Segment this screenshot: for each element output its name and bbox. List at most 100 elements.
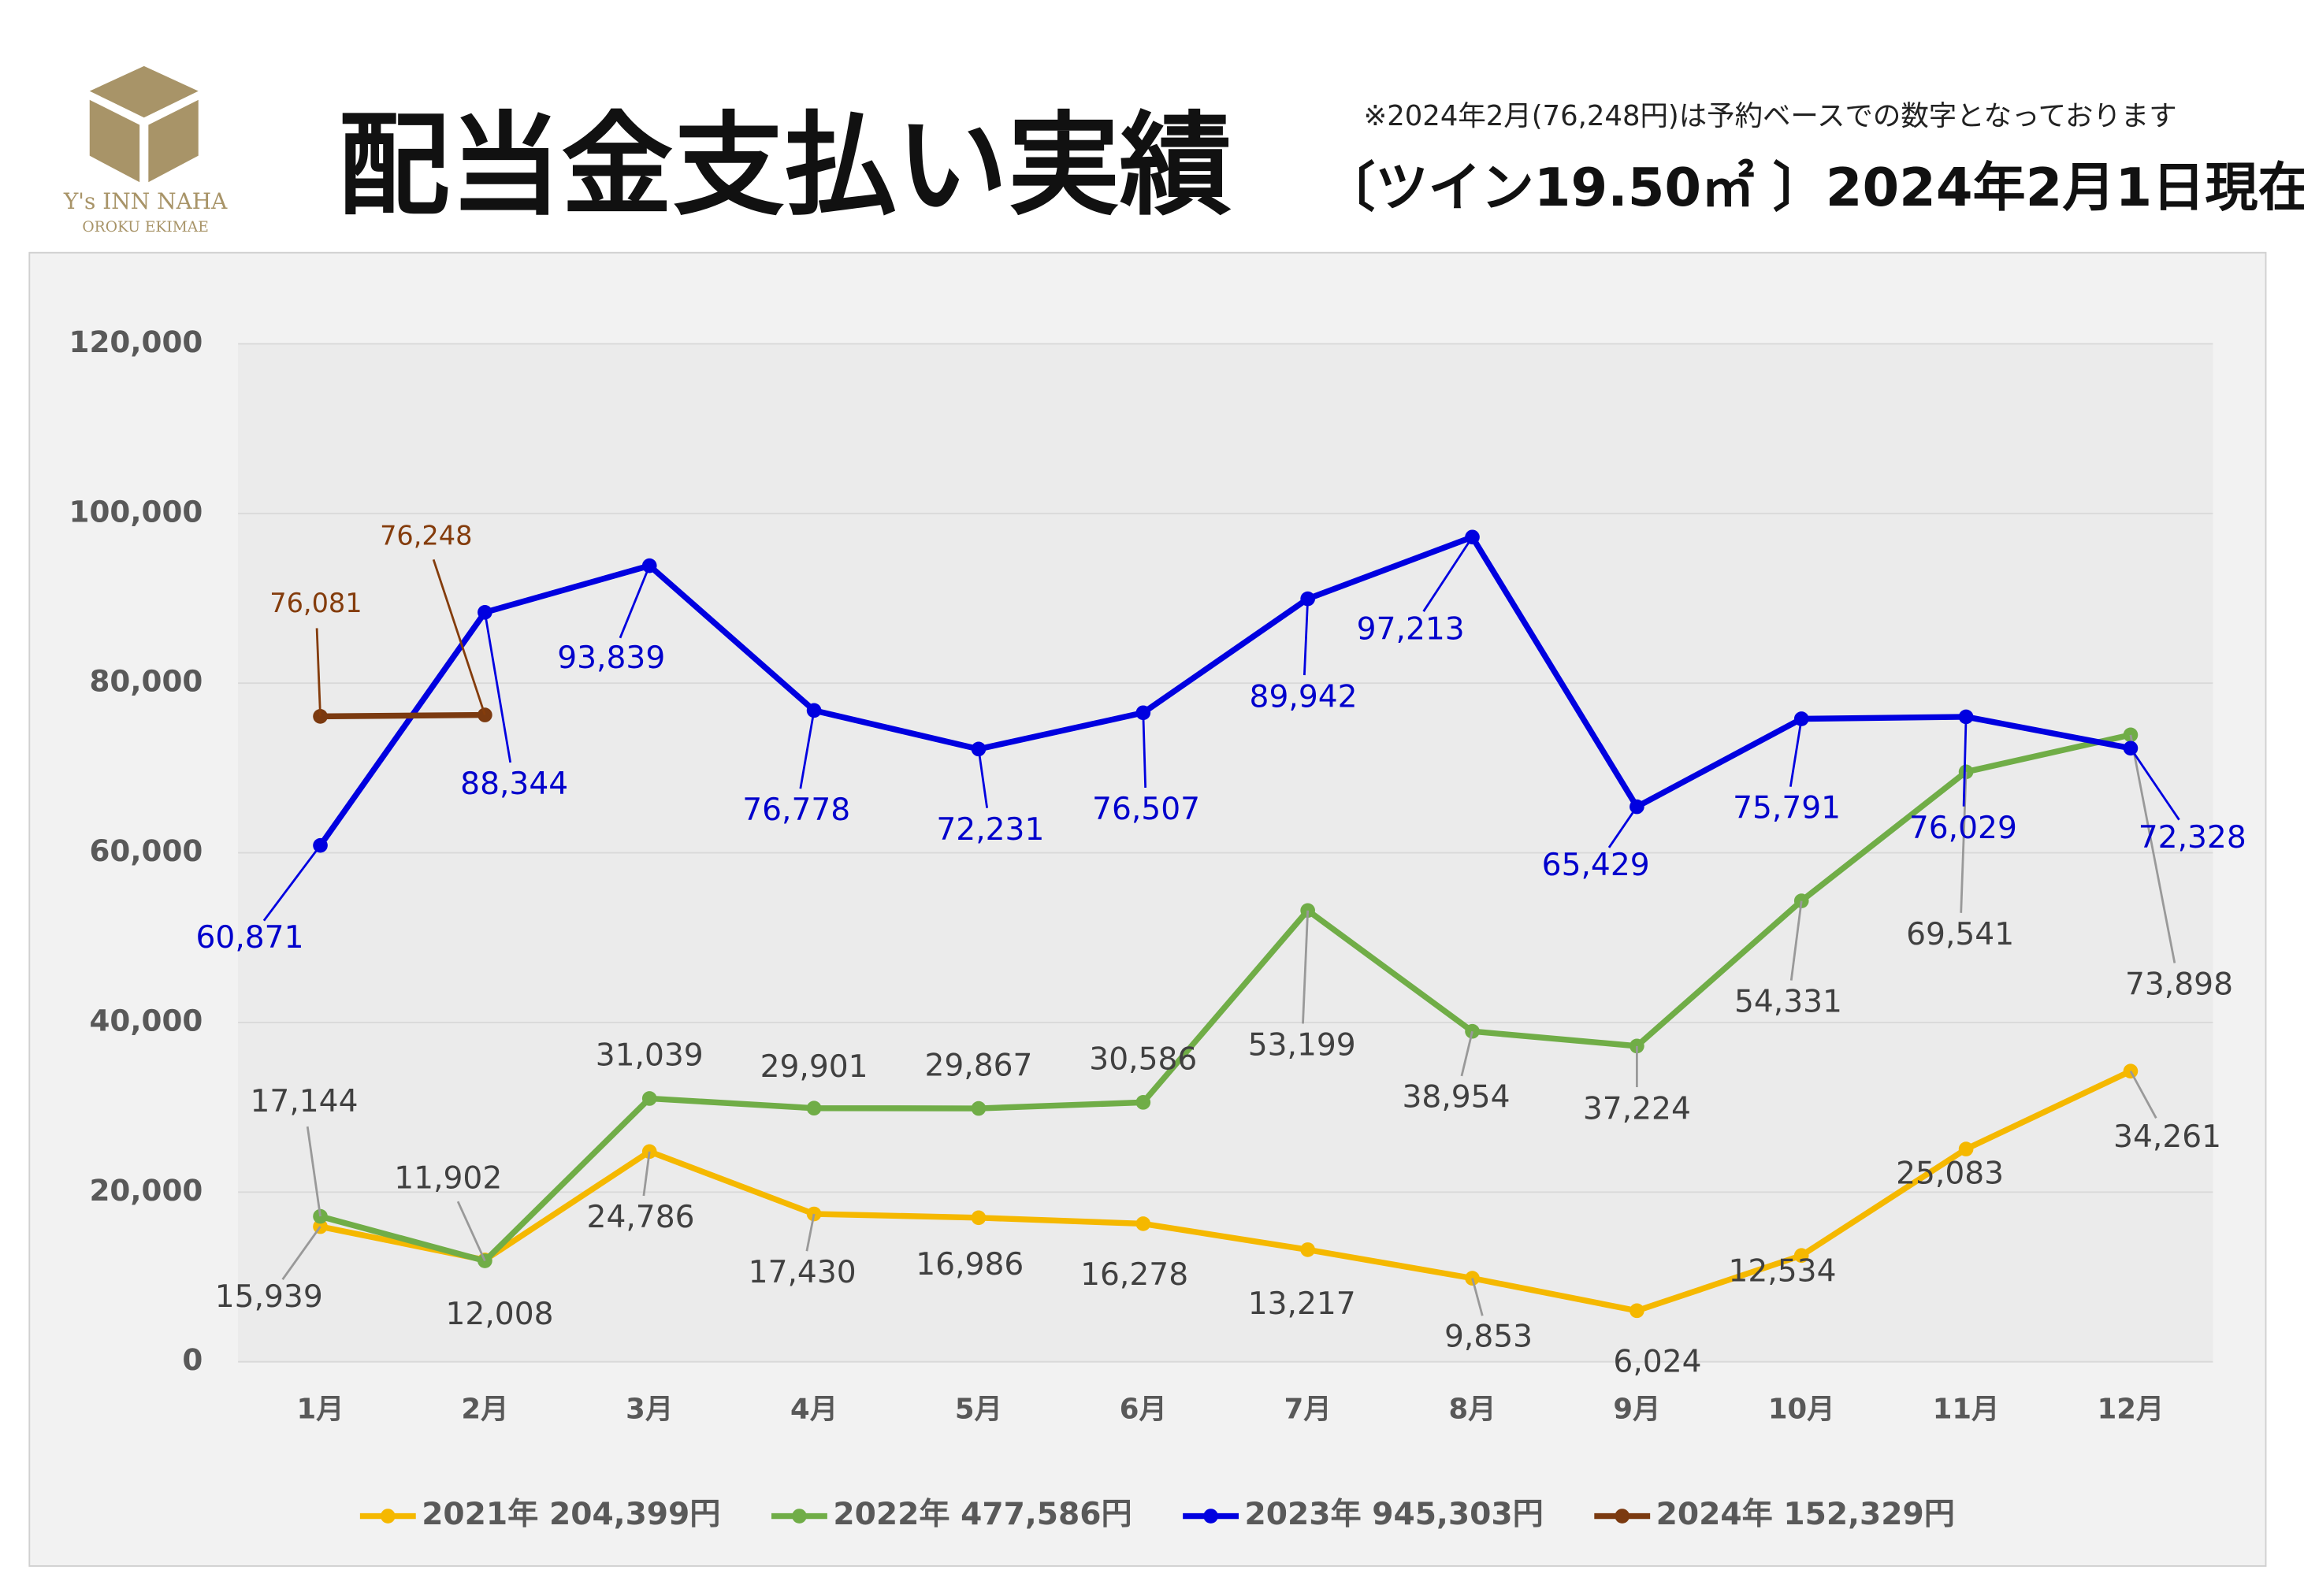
data-label: 12,008 <box>446 1297 554 1332</box>
data-label: 6,024 <box>1613 1344 1701 1379</box>
x-tick-label: 6月 <box>1120 1393 1167 1425</box>
data-point <box>2123 1063 2139 1079</box>
data-point <box>1630 1303 1644 1319</box>
note: ※2024年2月(76,248円)は予約ベースでの数字となっております <box>1364 100 2177 132</box>
data-label: 54,331 <box>1734 985 1842 1020</box>
leader-line <box>1471 1278 1484 1316</box>
leader-line <box>306 1126 321 1217</box>
data-label: 97,213 <box>1357 612 1465 648</box>
logo-subtext: OROKU EKIMAE <box>82 219 208 236</box>
leader-line <box>799 710 816 789</box>
data-label: 93,839 <box>557 640 665 676</box>
leader-line <box>619 565 651 639</box>
x-tick-label: 3月 <box>626 1393 673 1425</box>
leader-line <box>1789 900 1803 981</box>
leader-line <box>2129 734 2176 963</box>
data-point <box>1958 1141 1974 1156</box>
data-label: 72,231 <box>936 812 1044 848</box>
data-label: 16,986 <box>916 1247 1024 1282</box>
legend-label: 2024年 152,329円 <box>1656 1497 1955 1532</box>
leader-line <box>1460 1030 1473 1077</box>
leader-line <box>1960 771 1968 913</box>
data-point <box>806 1100 822 1116</box>
data-label: 76,778 <box>742 792 850 828</box>
legend-marker <box>380 1509 396 1524</box>
data-label: 76,507 <box>1092 792 1200 827</box>
data-label: 9,853 <box>1444 1319 1533 1355</box>
y-tick-label: 20,000 <box>89 1173 203 1208</box>
leader-line <box>1142 712 1147 788</box>
leader-line <box>281 1226 321 1280</box>
logo-text: Y's INN NAHA <box>63 188 228 214</box>
data-label: 76,248 <box>380 520 472 551</box>
data-point <box>1135 1095 1151 1110</box>
x-tick-label: 11月 <box>1933 1393 2000 1425</box>
x-tick-label: 9月 <box>1613 1393 1660 1425</box>
y-tick-label: 120,000 <box>69 325 203 359</box>
y-tick-label: 100,000 <box>69 494 203 529</box>
x-tick-label: 7月 <box>1284 1393 1332 1425</box>
y-tick-label: 40,000 <box>89 1003 203 1037</box>
data-label: 76,029 <box>1909 811 2017 846</box>
leader-line <box>1422 536 1473 612</box>
data-point <box>1300 1242 1315 1257</box>
x-tick-label: 12月 <box>2098 1393 2165 1425</box>
leader-line <box>315 628 321 717</box>
data-label: 75,791 <box>1733 791 1841 826</box>
leader-line <box>262 844 321 922</box>
leader-line <box>1789 718 1803 787</box>
data-point <box>971 1100 987 1116</box>
data-label: 29,867 <box>924 1048 1032 1083</box>
x-tick-label: 2月 <box>461 1393 508 1425</box>
leader-line <box>1607 806 1638 848</box>
legend-marker <box>1203 1509 1218 1524</box>
leader-line <box>456 1201 486 1262</box>
x-tick-label: 10月 <box>1768 1393 1835 1425</box>
leader-line <box>977 748 989 808</box>
leader-line <box>484 612 512 763</box>
data-label: 53,199 <box>1248 1028 1356 1063</box>
data-point <box>641 1091 657 1106</box>
legend-label: 2021年 204,399円 <box>422 1497 720 1532</box>
data-label: 72,328 <box>2139 820 2246 856</box>
chart-title: 配当金支払い実績 <box>338 101 1232 231</box>
data-point <box>1465 1271 1480 1286</box>
data-label: 13,217 <box>1248 1286 1356 1322</box>
leader-line <box>2129 1071 2157 1119</box>
data-point <box>641 1144 657 1160</box>
leader-line <box>1302 910 1310 1024</box>
data-label: 16,278 <box>1080 1257 1188 1293</box>
y-tick-label: 0 <box>182 1342 203 1377</box>
legend-label: 2023年 945,303円 <box>1244 1497 1543 1532</box>
data-label: 30,586 <box>1089 1042 1197 1078</box>
data-label: 73,898 <box>2125 967 2233 1002</box>
data-label: 11,902 <box>394 1160 502 1196</box>
data-label: 29,901 <box>760 1049 868 1085</box>
y-tick-label: 80,000 <box>89 664 203 699</box>
x-tick-label: 1月 <box>296 1393 344 1425</box>
data-label: 24,786 <box>587 1200 695 1235</box>
leader-line <box>432 559 486 716</box>
leader-line <box>2129 748 2180 821</box>
data-label: 12,534 <box>1728 1254 1836 1290</box>
data-label: 89,942 <box>1250 679 1358 714</box>
leader-line <box>805 1213 816 1252</box>
y-tick-label: 60,000 <box>89 833 203 868</box>
leader-line <box>642 1151 651 1197</box>
data-label: 31,039 <box>596 1038 704 1074</box>
leader-line <box>1962 716 1968 807</box>
data-label: 25,083 <box>1896 1156 2004 1192</box>
data-point <box>1135 705 1151 721</box>
data-label: 60,871 <box>196 920 304 956</box>
series-line <box>320 711 485 720</box>
data-label: 17,430 <box>749 1255 857 1290</box>
data-point <box>971 1210 987 1226</box>
data-point <box>1135 1216 1151 1231</box>
data-label: 69,541 <box>1906 917 2014 952</box>
legend-marker <box>792 1509 807 1524</box>
data-label: 37,224 <box>1583 1091 1691 1126</box>
data-label: 76,081 <box>269 588 362 618</box>
data-point <box>1793 1248 1809 1264</box>
